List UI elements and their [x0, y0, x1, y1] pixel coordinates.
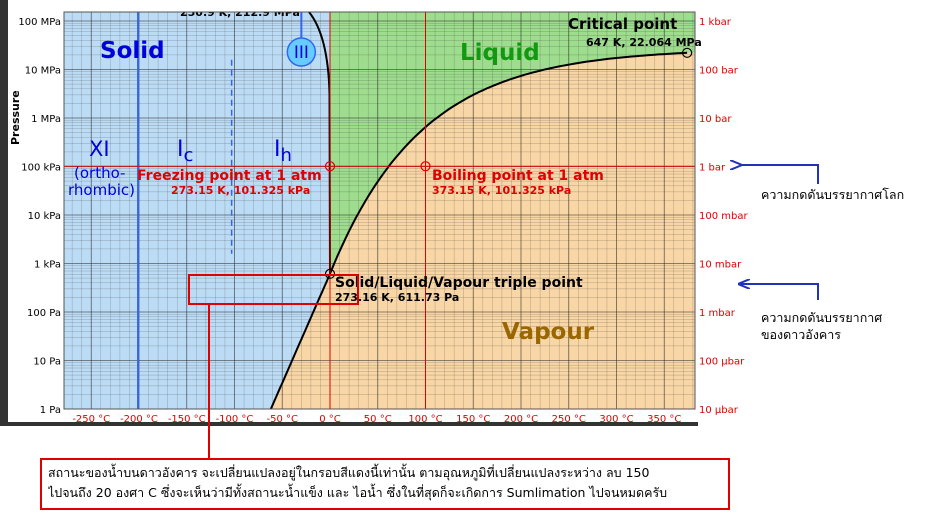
freezing-point-marker — [324, 161, 336, 172]
sublimation-curve — [269, 273, 331, 409]
vapour-label: Vapour — [502, 319, 595, 345]
left-tick-label: 1 kPa — [34, 260, 61, 271]
critical-point-title: Critical point — [568, 15, 677, 33]
ice-ic-label: Ic — [177, 137, 193, 166]
x-tick-label: 0 °C — [319, 414, 341, 425]
ice-iii-badge — [286, 37, 317, 67]
plot-grid — [64, 12, 695, 409]
left-tick-label: 100 kPa — [21, 163, 61, 174]
mars-water-note: สถานะของน้ำบนดาวอังคาร จะเปลี่ยนแปลงอยู่… — [40, 458, 730, 510]
left-tick-label: 10 MPa — [25, 66, 61, 77]
ice-xi-label: XI — [89, 137, 110, 161]
ice-iii-clipped-value: 250.9 K, 212.9 MPa — [180, 6, 300, 19]
x-tick-label: -200 °C — [120, 414, 158, 425]
left-tick-label: 10 kPa — [28, 211, 61, 222]
frame-left — [0, 0, 8, 426]
right-axis-ticks: 1 kbar 100 bar 10 bar 1 bar 100 mbar 10 mbar 1… — [699, 17, 748, 416]
vaporization-curve — [329, 51, 688, 275]
ice-ih-main: I — [274, 137, 281, 162]
ice-ic-main: I — [177, 137, 184, 162]
x-tick-label: -150 °C — [168, 414, 206, 425]
triple-point-marker — [324, 268, 336, 279]
ice-ih-sub: h — [281, 145, 292, 166]
ice-ic-sub: c — [184, 145, 194, 166]
right-tick-label: 1 bar — [699, 163, 726, 174]
right-tick-label: 100 mbar — [699, 211, 748, 222]
x-tick-label: 200 °C — [504, 414, 538, 425]
mars-pressure-annotation-line1: ความกดดันบรรยากาศ — [761, 310, 883, 325]
right-tick-label: 1 kbar — [699, 17, 732, 28]
left-tick-label: 1 Pa — [40, 405, 61, 416]
ice-xi-sub1: (ortho- — [74, 164, 125, 182]
x-tick-label: -250 °C — [72, 414, 110, 425]
critical-point-value: 647 K, 22.064 MPa — [586, 36, 702, 49]
liquid-label: Liquid — [460, 40, 540, 66]
left-tick-label: 1 MPa — [31, 114, 61, 125]
right-tick-label: 1 mbar — [699, 308, 736, 319]
earth-pressure-arrow — [740, 165, 819, 184]
y-axis-title: Pressure — [9, 90, 22, 145]
x-tick-label: -100 °C — [216, 414, 254, 425]
plot-border — [63, 11, 696, 410]
left-tick-label: 10 Pa — [33, 357, 61, 368]
frame-bottom — [0, 422, 698, 426]
left-tick-label: 100 Pa — [27, 308, 61, 319]
liquid-region — [330, 12, 695, 274]
melting-curve — [308, 12, 331, 274]
x-tick-label: 100 °C — [408, 414, 442, 425]
solid-label: Solid — [100, 38, 165, 64]
mars-pressure-annotation-line2: ของดาวอังคาร — [761, 327, 842, 342]
mars-water-note-line1: สถานะของน้ำบนดาวอังคาร จะเปลี่ยนแปลงอยู่… — [48, 465, 650, 480]
x-tick-label: 150 °C — [456, 414, 490, 425]
vapour-region — [270, 52, 695, 409]
boiling-point-title: Boiling point at 1 atm — [432, 168, 604, 184]
mars-water-note-line2: ไปจนถึง 20 องศา C ซึ่งจะเห็นว่ามีทั้งสถา… — [48, 485, 668, 500]
right-tick-label: 10 µbar — [699, 405, 739, 416]
earth-pressure-annotation: ความกดดันบรรยากาศโลก — [761, 187, 905, 202]
right-tick-label: 100 bar — [699, 66, 739, 77]
x-axis-ticks: -250 °C -200 °C -150 °C -100 °C -50 °C 0 °C 50… — [72, 414, 681, 425]
x-tick-label: 300 °C — [599, 414, 633, 425]
left-axis-ticks: 100 MPa 10 MPa 1 MPa 100 kPa 10 kPa 1 kPa 100 … — [18, 17, 61, 416]
boiling-point-value: 373.15 K, 101.325 kPa — [432, 184, 571, 197]
x-tick-label: 50 °C — [364, 414, 392, 425]
right-tick-label: 10 bar — [699, 114, 732, 125]
x-tick-label: 350 °C — [647, 414, 681, 425]
solid-region — [64, 12, 330, 409]
ice-xi-sub2: rhombic) — [68, 181, 135, 199]
critical-point-marker — [682, 47, 693, 58]
boiling-point-marker — [420, 161, 431, 172]
mars-pressure-arrow — [740, 284, 819, 300]
right-tick-label: 10 mbar — [699, 260, 742, 271]
left-tick-label: 100 MPa — [18, 17, 61, 28]
freezing-point-title: Freezing point at 1 atm — [137, 168, 322, 184]
freezing-point-value: 273.15 K, 101.325 kPa — [171, 184, 310, 197]
triple-point-value: 273.16 K, 611.73 Pa — [335, 291, 459, 304]
ice-ih-label: Ih — [274, 137, 292, 166]
right-tick-label: 100 µbar — [699, 357, 745, 368]
ice-iii-label: III — [294, 43, 309, 63]
x-tick-label: -50 °C — [267, 414, 299, 425]
mars-range-box — [188, 274, 359, 305]
x-tick-label: 250 °C — [552, 414, 586, 425]
triple-point-title: Solid/Liquid/Vapour triple point — [335, 275, 583, 291]
